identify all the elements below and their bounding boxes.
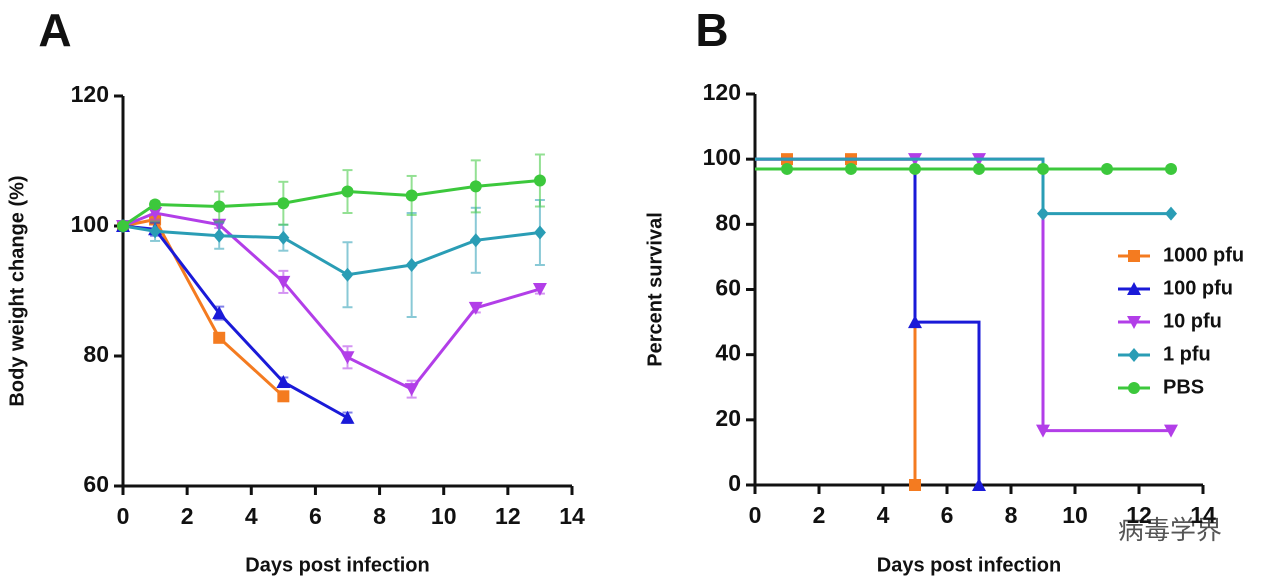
x-tick-label: 10 <box>1062 502 1088 528</box>
marker <box>213 331 226 344</box>
marker <box>117 220 129 232</box>
marker <box>469 233 482 248</box>
marker <box>405 189 418 202</box>
marker <box>909 162 921 175</box>
survival-step <box>755 157 1171 433</box>
x-tick-label: 14 <box>559 503 585 529</box>
x-tick-label: 2 <box>813 502 826 528</box>
marker <box>1128 348 1140 362</box>
y-tick-label: 0 <box>728 470 741 496</box>
marker <box>1165 162 1177 175</box>
x-tick-label: 12 <box>1126 502 1152 528</box>
marker <box>405 258 418 272</box>
y-tick-label: 80 <box>83 341 109 367</box>
y-tick-label: 100 <box>703 144 741 170</box>
legend-label: 1000 pfu <box>1163 244 1244 266</box>
marker <box>277 197 290 210</box>
marker <box>1037 162 1049 175</box>
x-axis-title: Days post infection <box>245 554 429 576</box>
marker <box>973 162 985 175</box>
marker <box>1127 316 1141 329</box>
marker <box>1164 424 1178 438</box>
y-tick-label: 120 <box>71 81 109 107</box>
x-axis-title: Days post infection <box>877 554 1061 576</box>
x-tick-label: 4 <box>245 503 258 529</box>
y-tick-label: 100 <box>71 211 109 237</box>
marker <box>909 479 921 491</box>
survival-step <box>755 157 1171 216</box>
y-axis-title: Body weight change (%) <box>6 175 28 406</box>
marker <box>213 200 226 213</box>
y-tick-label: 120 <box>703 79 741 105</box>
marker <box>1165 206 1177 221</box>
watermark: 病毒学界 <box>1118 515 1222 545</box>
marker <box>1101 162 1113 175</box>
legend-label: 1 pfu <box>1163 343 1211 365</box>
marker <box>149 198 162 211</box>
x-tick-label: 14 <box>1190 502 1216 528</box>
x-tick-label: 4 <box>877 502 890 528</box>
panel-label: A <box>38 4 71 56</box>
marker <box>149 224 162 239</box>
legend-label: 10 pfu <box>1163 310 1222 332</box>
marker <box>340 351 355 365</box>
marker <box>532 283 547 297</box>
y-tick-label: 80 <box>715 209 741 235</box>
y-tick-label: 60 <box>83 471 109 497</box>
x-tick-label: 0 <box>117 503 130 529</box>
survival-step <box>755 157 917 485</box>
marker <box>341 267 354 282</box>
marker <box>277 230 290 245</box>
marker <box>1037 206 1049 221</box>
series-line <box>122 211 541 392</box>
x-tick-label: 8 <box>373 503 386 529</box>
marker <box>972 478 986 491</box>
y-tick-label: 20 <box>715 405 741 431</box>
marker <box>148 207 163 220</box>
x-tick-label: 6 <box>309 503 322 529</box>
marker <box>276 375 291 388</box>
marker <box>1036 424 1050 438</box>
marker <box>533 225 546 240</box>
marker <box>781 162 793 175</box>
y-tick-label: 40 <box>715 340 741 366</box>
marker <box>845 162 857 175</box>
marker <box>468 301 483 315</box>
legend-label: PBS <box>1163 376 1204 398</box>
x-tick-label: 8 <box>1005 502 1018 528</box>
x-tick-label: 0 <box>749 502 762 528</box>
x-tick-label: 12 <box>495 503 521 529</box>
legend-label: 100 pfu <box>1163 277 1233 299</box>
marker <box>533 174 546 187</box>
x-tick-label: 6 <box>941 502 954 528</box>
marker <box>213 228 226 243</box>
series-line <box>122 179 541 228</box>
series-line <box>122 224 541 277</box>
marker <box>1127 282 1141 295</box>
y-axis-title: Percent survival <box>644 212 666 367</box>
x-tick-label: 2 <box>181 503 194 529</box>
series-line <box>122 217 285 398</box>
marker <box>1128 250 1140 262</box>
marker <box>276 275 291 289</box>
marker <box>404 383 419 397</box>
marker <box>341 185 354 198</box>
survival-step <box>755 157 981 485</box>
marker <box>340 410 355 424</box>
marker <box>212 306 227 320</box>
panel-label: B <box>695 4 728 56</box>
marker <box>908 315 922 329</box>
y-tick-label: 60 <box>715 275 741 301</box>
marker <box>1128 382 1140 394</box>
marker <box>469 180 482 193</box>
marker <box>277 390 290 403</box>
x-tick-label: 10 <box>431 503 457 529</box>
